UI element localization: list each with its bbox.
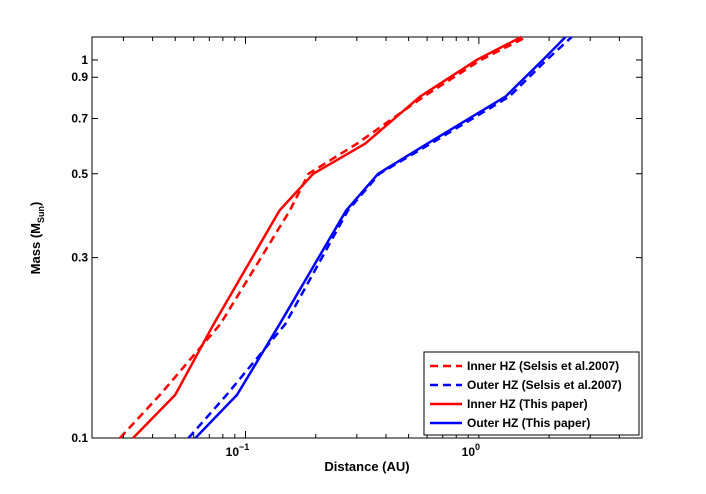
- x-axis-label: Distance (AU): [324, 459, 409, 474]
- x-tick-label-base: 10: [462, 445, 476, 459]
- y-tick-label: 0.9: [71, 70, 88, 84]
- x-tick-label-exp: 0: [475, 442, 480, 452]
- y-axis-label: Mass (MSun): [28, 202, 46, 275]
- x-tick-label: 10−1: [226, 442, 250, 459]
- y-tick-label: 0.5: [71, 167, 88, 181]
- y-tick-label: 0.1: [71, 431, 88, 445]
- y-tick-label: 0.3: [71, 251, 88, 265]
- y-tick-label: 0.7: [71, 112, 88, 126]
- legend-label: Outer HZ (This paper): [467, 416, 590, 430]
- y-axis-label-close: ): [28, 202, 43, 206]
- legend-label: Outer HZ (Selsis et al.2007): [467, 378, 622, 392]
- legend-label: Inner HZ (This paper): [467, 397, 588, 411]
- series-line: [119, 35, 528, 439]
- series-line: [132, 35, 522, 439]
- y-axis-label-sub: Sun: [36, 206, 46, 223]
- y-tick-label: 1: [81, 53, 88, 67]
- legend: Inner HZ (Selsis et al.2007) Outer HZ (Se…: [423, 351, 640, 436]
- x-tick-label-base: 10: [226, 445, 240, 459]
- legend-label: Inner HZ (Selsis et al.2007): [467, 359, 619, 373]
- series-line: [194, 36, 567, 439]
- x-tick-label: 100: [462, 442, 480, 459]
- y-axis-label-main: Mass (M: [28, 223, 43, 274]
- x-tick-label-exp: −1: [239, 442, 249, 452]
- series-layer: [119, 35, 573, 439]
